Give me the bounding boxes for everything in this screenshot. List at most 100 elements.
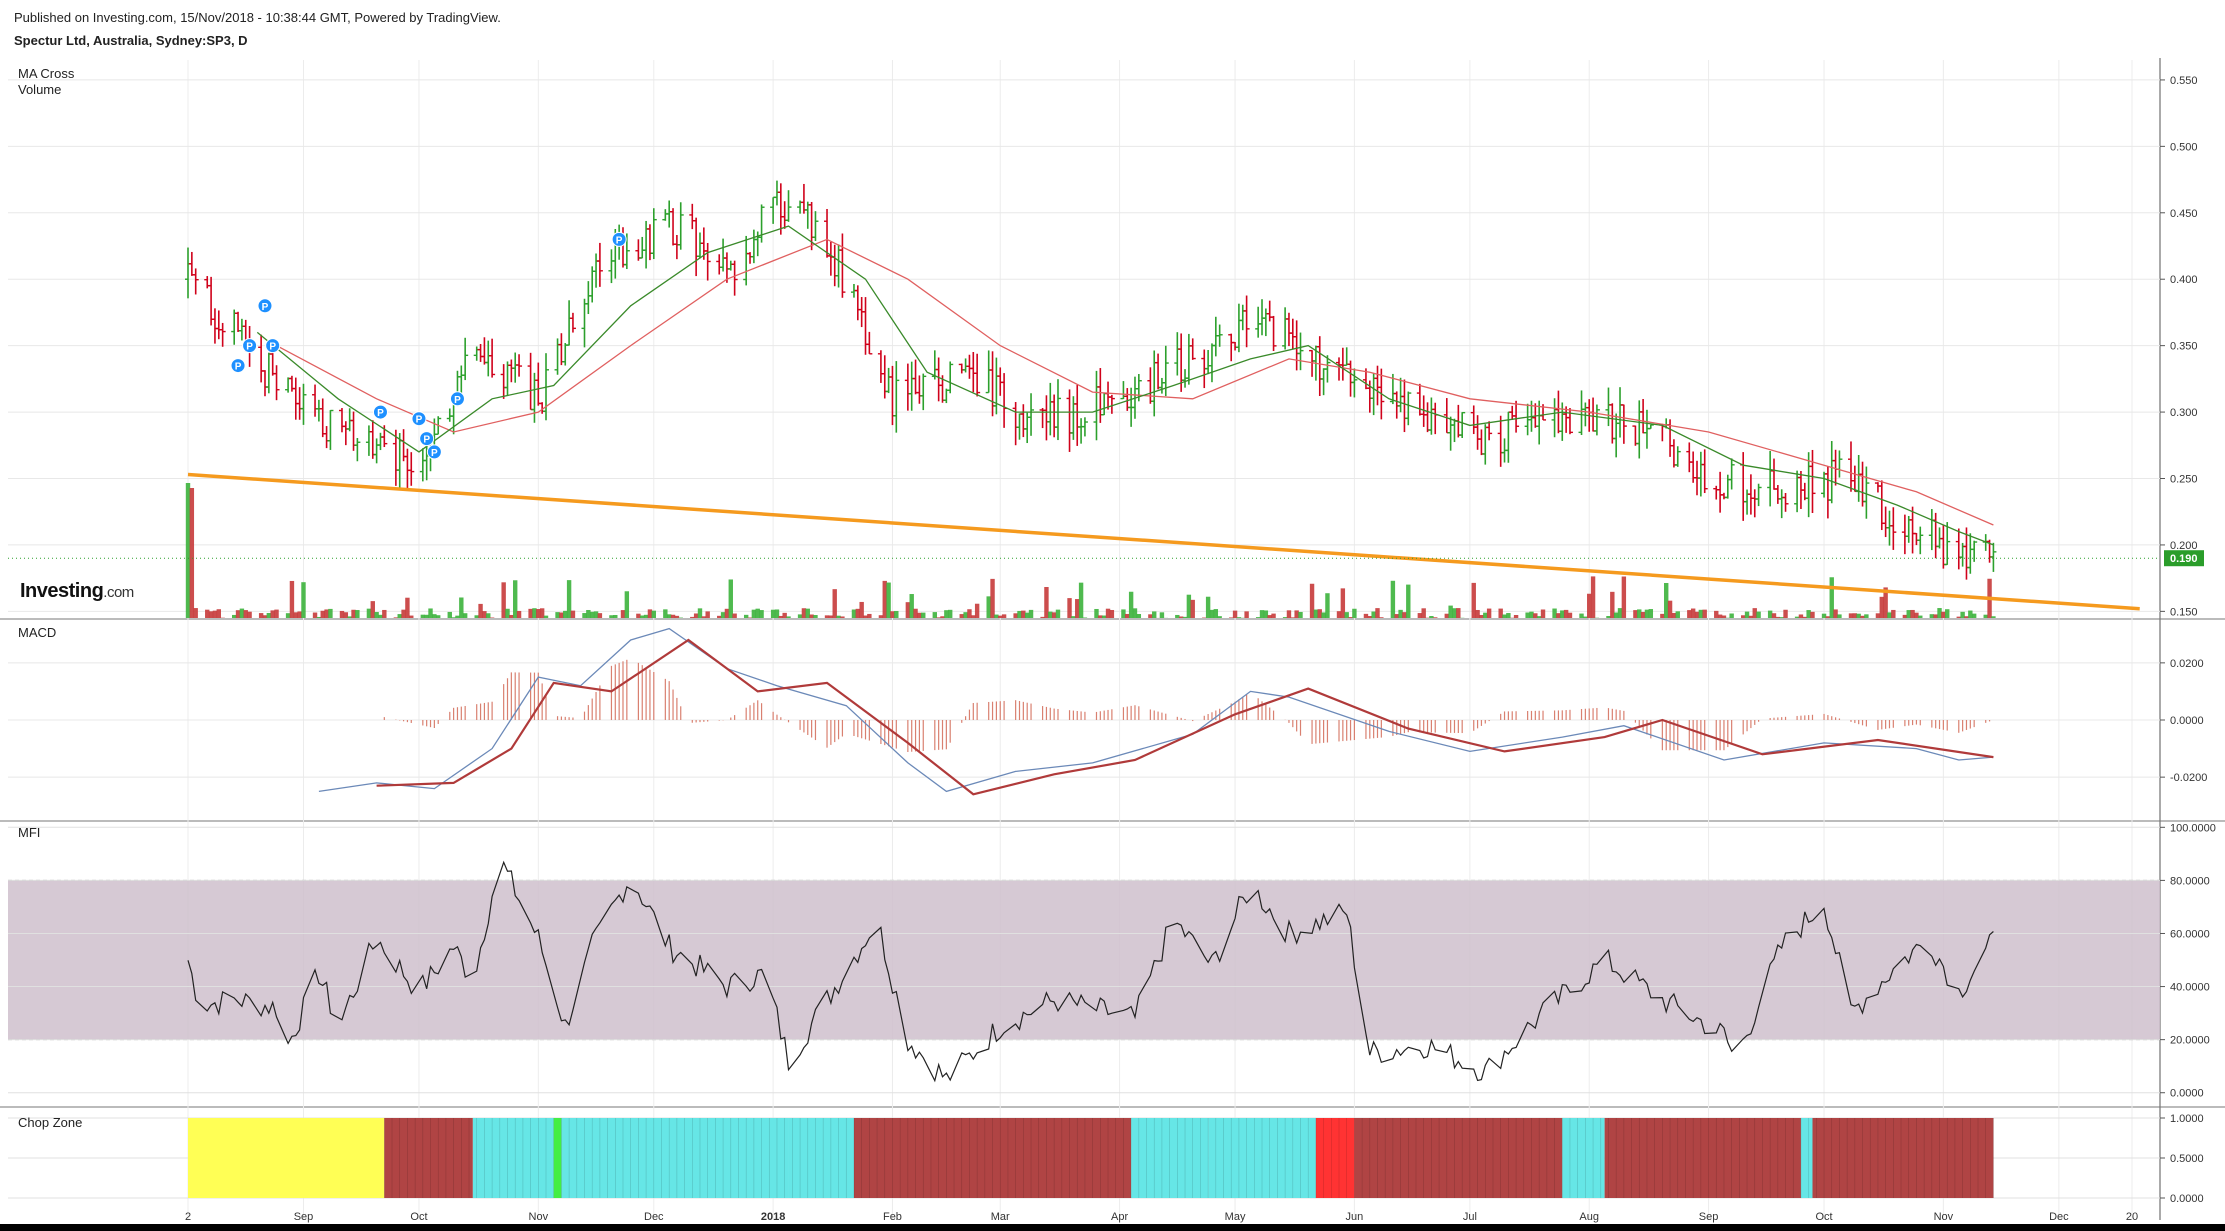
volume-bar — [586, 609, 591, 618]
volume-bar — [640, 615, 645, 618]
p-marker-label: P — [269, 342, 276, 353]
volume-bar — [932, 612, 938, 618]
mfi-label: MFI — [18, 825, 40, 840]
volume-bar — [1255, 617, 1261, 618]
volume-bar — [1367, 616, 1372, 618]
volume-bar — [1779, 617, 1784, 618]
volume-bar — [1644, 609, 1650, 618]
volume-bar — [1448, 605, 1453, 618]
volume-bar — [1556, 613, 1561, 618]
volume-bar — [894, 610, 899, 618]
volume-bar — [1941, 611, 1946, 618]
volume-bar — [555, 612, 560, 618]
volume-bar — [1929, 614, 1935, 618]
volume-bar — [1082, 617, 1088, 618]
price-tick-label: 0.300 — [2170, 407, 2198, 419]
volume-bar — [944, 610, 949, 618]
volume-bar — [570, 610, 576, 618]
volume-bar — [343, 612, 349, 618]
volume-bar — [1229, 617, 1234, 618]
volume-bar — [1687, 610, 1692, 618]
volume-bar — [1109, 609, 1115, 618]
x-tick-label: Dec — [2049, 1211, 2069, 1223]
volume-bar — [1741, 615, 1746, 618]
chop-zone-block — [384, 1118, 473, 1198]
volume-bar — [1067, 598, 1072, 618]
volume-bar — [1271, 613, 1276, 618]
chop-zone-block — [472, 1118, 554, 1198]
chop-tick-label: 1.0000 — [2170, 1113, 2204, 1125]
volume-bar — [1702, 609, 1707, 618]
price-tick-label: 0.350 — [2170, 341, 2198, 353]
p-marker-label: P — [616, 235, 623, 246]
volume-bar — [351, 609, 356, 618]
chop-zone-block — [188, 1118, 385, 1198]
volume-bar — [1182, 616, 1188, 618]
volume-bar — [1452, 608, 1457, 618]
volume-bar — [478, 603, 483, 618]
volume-bar — [913, 608, 918, 618]
volume-bar — [1398, 609, 1403, 618]
volume-bar — [482, 611, 487, 618]
volume-bar — [670, 614, 676, 618]
volume-bar — [1533, 613, 1538, 618]
volume-bar — [1918, 615, 1923, 618]
p-marker-label: P — [454, 395, 461, 406]
chop-zone-block — [1354, 1118, 1563, 1198]
signal-line — [376, 638, 1994, 796]
volume-bar — [990, 578, 995, 618]
volume-bar — [1933, 614, 1938, 618]
volume-bar — [1282, 617, 1288, 618]
volume-bar — [293, 612, 298, 618]
volume-bar — [1590, 576, 1596, 618]
volume-bar — [963, 612, 968, 618]
volume-bar — [424, 614, 429, 618]
p-marker-label: P — [423, 435, 430, 446]
volume-bar — [1825, 616, 1831, 618]
volume-bar — [1294, 610, 1299, 618]
volume-bar — [1883, 587, 1888, 618]
volume-bar — [1263, 610, 1269, 618]
volume-bar — [582, 613, 587, 618]
x-tick-label: Apr — [1111, 1211, 1128, 1223]
volume-bar — [1094, 608, 1099, 618]
p-marker-icon — [419, 431, 435, 447]
volume-bar — [801, 608, 807, 618]
volume-bar — [1475, 609, 1480, 618]
volume-bar — [1783, 609, 1788, 618]
volume-bar — [836, 615, 841, 618]
x-tick-label: Sep — [294, 1211, 314, 1223]
volume-bar — [405, 597, 410, 618]
volume-bar — [1968, 610, 1973, 618]
volume-bar — [1344, 612, 1349, 618]
price-tick-label: 0.250 — [2170, 474, 2198, 486]
volume-bar — [543, 615, 549, 618]
volume-bar — [1321, 612, 1326, 618]
volume-bar — [374, 612, 379, 618]
volume-bar — [647, 609, 653, 618]
volume-bar — [1336, 611, 1342, 618]
volume-bar — [1001, 614, 1007, 618]
volume-bar — [1217, 616, 1222, 618]
volume-bar — [1121, 609, 1126, 618]
volume-bar — [1660, 613, 1665, 618]
volume-bar — [666, 614, 672, 618]
volume-bar — [1664, 583, 1669, 618]
volume-bar — [1105, 608, 1111, 618]
volume-bar — [1563, 609, 1569, 618]
volume-bar — [1802, 616, 1807, 618]
volume-bar — [270, 610, 275, 618]
mfi-line — [187, 860, 1994, 1083]
volume-bar — [1028, 609, 1034, 618]
volume-bar — [1471, 582, 1476, 618]
volume-bar — [651, 610, 656, 618]
volume-bar — [1667, 600, 1673, 618]
ma-cross-label: MA Cross — [18, 66, 75, 81]
volume-bar — [1309, 583, 1315, 618]
volume-bar — [828, 615, 834, 618]
volume-bar — [636, 613, 641, 618]
volume-bar — [1583, 616, 1588, 618]
volume-bar — [1648, 609, 1654, 618]
volume-bar — [967, 609, 972, 618]
